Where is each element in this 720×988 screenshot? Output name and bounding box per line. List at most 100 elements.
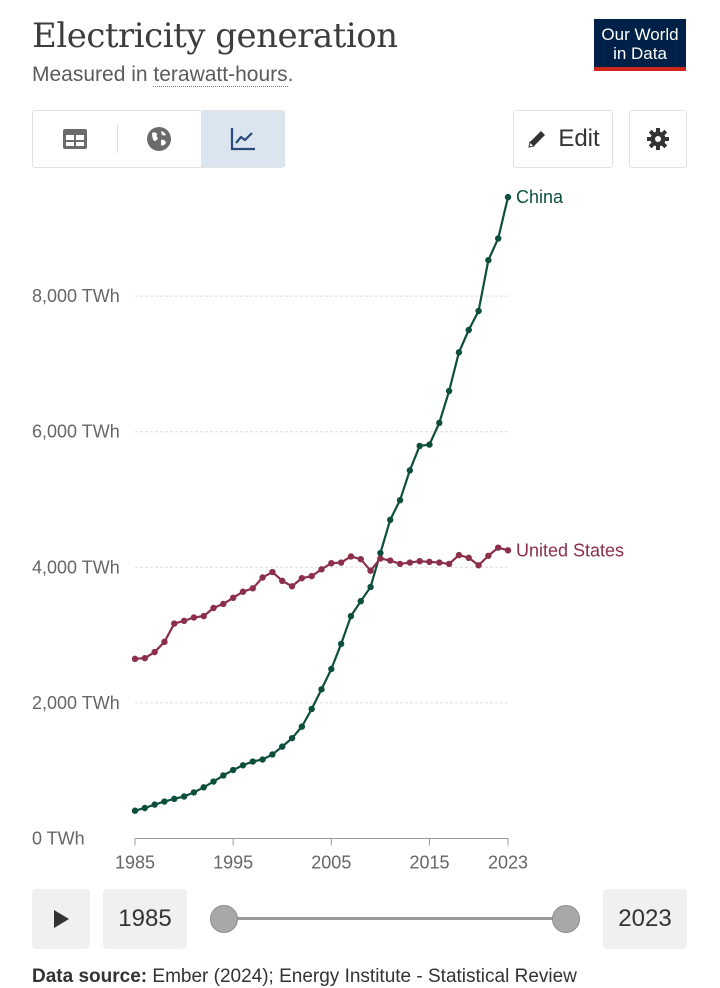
unit-definition-link[interactable]: terawatt-hours — [153, 63, 288, 87]
chart-subtitle: Measured in terawatt-hours. — [32, 63, 293, 87]
data-point-china — [377, 549, 384, 557]
edit-button[interactable]: Edit — [513, 110, 613, 168]
tab-table[interactable] — [33, 111, 117, 167]
y-tick-label: 6,000 TWh — [32, 422, 120, 442]
data-point-china — [455, 349, 463, 356]
data-point-united-states — [131, 655, 139, 663]
data-point-united-states — [180, 617, 188, 625]
data-point-united-states — [279, 577, 286, 585]
data-point-united-states — [347, 553, 355, 560]
data-point-united-states — [426, 558, 433, 566]
data-point-china — [465, 326, 472, 334]
data-point-china — [328, 665, 335, 673]
data-point-china — [131, 807, 139, 814]
data-point-united-states — [455, 551, 463, 559]
series-line-china — [134, 196, 510, 812]
data-point-united-states — [357, 555, 364, 563]
data-point-united-states — [328, 560, 335, 567]
data-point-united-states — [308, 572, 315, 580]
x-tick-label: 2023 — [488, 853, 528, 873]
data-point-china — [239, 762, 247, 769]
series-label-united-states: United States — [516, 540, 624, 560]
data-point-china — [436, 419, 443, 427]
data-point-china — [200, 784, 207, 791]
data-point-china — [337, 640, 345, 648]
data-point-united-states — [406, 559, 414, 566]
series-label-china: China — [516, 187, 564, 207]
data-point-united-states — [220, 600, 227, 608]
data-point-china — [318, 686, 325, 693]
data-point-united-states — [504, 547, 512, 554]
data-point-china — [269, 751, 276, 758]
data-point-united-states — [259, 574, 266, 581]
data-point-china — [298, 723, 306, 730]
data-point-china — [141, 804, 149, 812]
data-point-united-states — [239, 588, 247, 595]
data-point-united-states — [337, 559, 345, 566]
x-tick-label: 1985 — [115, 853, 155, 873]
data-point-united-states — [436, 559, 443, 566]
y-tick-label: 8,000 TWh — [32, 286, 120, 306]
data-point-china — [396, 496, 404, 504]
data-source: Data source: Ember (2024); Energy Instit… — [32, 966, 577, 988]
owid-logo[interactable]: Our World in Data — [594, 19, 686, 71]
data-point-united-states — [377, 555, 384, 562]
data-point-united-states — [269, 568, 276, 576]
timeline-end-handle[interactable] — [552, 905, 580, 933]
start-year-box[interactable]: 1985 — [103, 889, 187, 949]
edit-label: Edit — [558, 125, 600, 152]
data-point-united-states — [396, 560, 404, 568]
data-point-china — [485, 256, 492, 264]
data-point-china — [494, 235, 502, 242]
data-point-china — [288, 734, 296, 742]
data-point-united-states — [200, 612, 207, 620]
x-tick-label: 2005 — [311, 853, 351, 873]
data-point-china — [171, 795, 178, 803]
data-point-china — [229, 766, 237, 774]
subtitle-suffix: . — [287, 63, 294, 86]
data-point-china — [190, 789, 198, 796]
data-point-china — [367, 583, 374, 591]
x-tick-label: 1995 — [213, 853, 253, 873]
data-point-united-states — [298, 574, 306, 582]
line-chart: 0 TWh 2,000 TWh 4,000 TWh 6,000 TWh 8,000 TW… — [32, 187, 624, 873]
logo-line-2: in Data — [613, 44, 667, 63]
data-point-china — [308, 705, 315, 713]
pencil-icon — [528, 131, 546, 148]
data-point-united-states — [288, 583, 296, 590]
settings-button[interactable] — [629, 110, 687, 168]
data-point-united-states — [151, 648, 158, 656]
data-point-china — [259, 756, 266, 763]
view-tabs — [32, 110, 285, 168]
tab-divider — [117, 125, 118, 153]
chart-title: Electricity generation — [32, 16, 398, 56]
data-point-united-states — [190, 614, 198, 621]
subtitle-prefix: Measured in — [32, 63, 154, 86]
data-point-united-states — [141, 654, 149, 662]
table-icon — [63, 129, 87, 149]
data-point-united-states — [318, 566, 325, 573]
data-point-china — [279, 743, 286, 750]
data-point-china — [426, 441, 433, 448]
data-point-china — [249, 758, 256, 765]
logo-line-1: Our World — [601, 25, 679, 44]
data-point-china — [220, 772, 227, 779]
data-point-china — [475, 307, 482, 315]
data-point-united-states — [387, 557, 394, 564]
play-button[interactable] — [32, 889, 90, 949]
timeline-slider-track[interactable] — [225, 917, 567, 920]
timeline-start-handle[interactable] — [210, 905, 238, 933]
tab-chart[interactable] — [201, 111, 285, 167]
end-year-box[interactable]: 2023 — [603, 889, 687, 949]
data-point-united-states — [416, 557, 423, 565]
data-point-china — [406, 467, 414, 474]
x-tick-label: 2015 — [409, 853, 449, 873]
data-point-united-states — [494, 544, 502, 551]
data-point-china — [357, 598, 364, 605]
data-point-united-states — [475, 562, 482, 569]
data-point-united-states — [210, 604, 217, 612]
data-point-china — [504, 193, 512, 201]
line-chart-icon — [230, 128, 255, 151]
data-point-united-states — [161, 638, 168, 646]
tab-map[interactable] — [117, 111, 201, 167]
